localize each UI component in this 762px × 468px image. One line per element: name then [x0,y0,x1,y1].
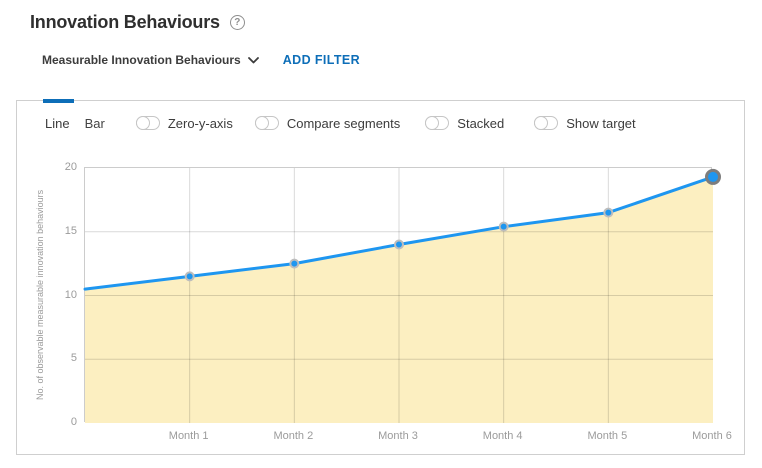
line-chart[interactable] [83,168,721,423]
toggle-compare-segments[interactable]: Compare segments [254,115,401,131]
data-point[interactable] [498,221,509,232]
toggle-show-target-label: Show target [566,115,636,131]
x-axis-label: Month 4 [482,430,523,442]
toggle-knob [254,116,269,130]
data-point[interactable] [603,207,614,218]
x-axis-label: Month 3 [378,430,418,442]
data-point[interactable] [184,271,195,282]
toggle-show-target[interactable]: Show target [534,115,636,131]
data-point[interactable] [705,168,721,185]
x-axis-label: Month 5 [587,430,628,442]
toggle-stacked[interactable]: Stacked [425,116,504,131]
x-axis-label: Month 2 [273,430,314,442]
plot-area [83,167,721,423]
metric-selector-label: Measurable Innovation Behaviours [42,53,241,67]
y-tick-label: 10 [64,288,77,301]
toggle-zero-y-axis-switch[interactable] [135,116,160,130]
active-tab-indicator [43,99,74,103]
chart-card: Line Bar Zero-y-axis Compare segments St… [16,99,745,455]
metric-selector-dropdown[interactable]: Measurable Innovation Behaviours [42,53,259,67]
toggle-stacked-label: Stacked [457,115,505,131]
filter-bar: Measurable Innovation Behaviours ADD FIL… [42,53,360,67]
toggle-knob [135,116,150,130]
toggle-show-target-switch[interactable] [534,116,559,130]
toggle-knob [534,116,549,130]
page-title: Innovation Behaviours [30,12,220,32]
data-point[interactable] [289,258,300,269]
data-point[interactable] [394,239,404,250]
area-fill [85,176,713,423]
toggle-knob [425,116,440,130]
tab-bar[interactable]: Bar [84,115,105,131]
chart-toolbar: Line Bar Zero-y-axis Compare segments St… [45,113,636,133]
toggle-compare-segments-switch[interactable] [254,116,279,130]
add-filter-button[interactable]: ADD FILTER [282,53,361,67]
header: Innovation Behaviours ? [30,12,245,33]
y-tick-label: 5 [70,352,77,365]
y-tick-label: 15 [64,224,77,237]
toggle-compare-segments-label: Compare segments [286,115,401,131]
y-tick-label: 0 [70,416,77,428]
x-axis-label: Month 6 [692,430,732,442]
x-axis-label: Month 1 [168,430,209,442]
y-tick-label: 20 [64,161,77,173]
chevron-down-icon [247,56,259,64]
toggle-stacked-switch[interactable] [425,116,450,130]
help-icon[interactable]: ? [229,15,245,30]
toggle-zero-y-axis[interactable]: Zero-y-axis [135,115,233,131]
tab-line[interactable]: Line [45,115,70,131]
toggle-zero-y-axis-label: Zero-y-axis [167,115,233,131]
